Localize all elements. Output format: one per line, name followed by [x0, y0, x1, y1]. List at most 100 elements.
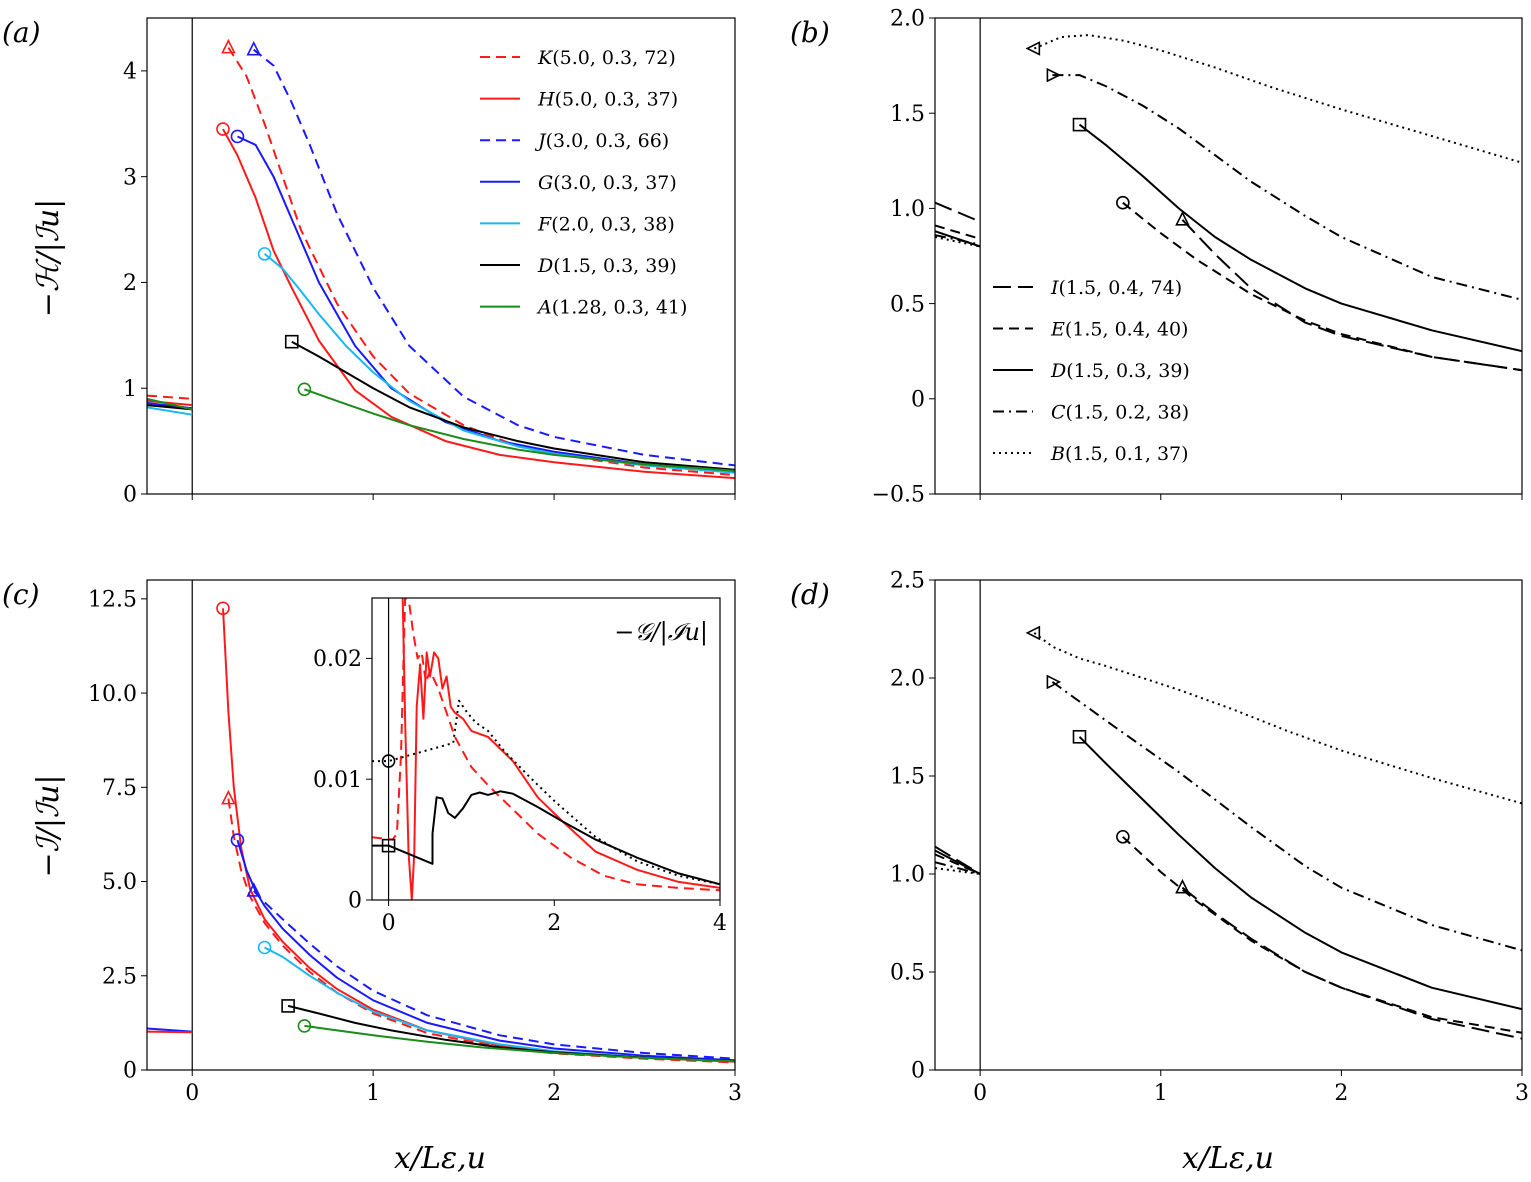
- y-axis-title-a: −ℋ/|ℐu|: [31, 199, 66, 318]
- panel-c-series-line-6: [304, 1024, 735, 1063]
- panel-b-series-line-1: [1122, 201, 1522, 372]
- panel-c-ytick-label-4: 10.0: [88, 682, 137, 707]
- panel-c-inset-ytick-label-2: 0.02: [313, 647, 362, 672]
- panel-c-inset-data: [372, 598, 720, 900]
- panel-d-ytick-label-2: 1.0: [890, 863, 925, 888]
- panel-c-ytick-label-2: 5.0: [102, 870, 137, 895]
- panel-c-xtick-label-3: 3: [728, 1081, 742, 1106]
- panel-c-inset-bg: [372, 598, 720, 900]
- panel-d-ytick-label-3: 1.5: [890, 765, 925, 790]
- panel-b-label: (b): [790, 16, 830, 49]
- panel-b-ytick-label-3: 1.0: [890, 197, 925, 222]
- panel-a-legend-label-4: F(2.0, 0.3, 38): [537, 213, 675, 235]
- panel-d-ytick-label-0: 0: [911, 1059, 925, 1084]
- panel-d-xtick-label-0: 0: [973, 1081, 987, 1106]
- panel-a-ytick-label-4: 4: [123, 60, 137, 85]
- panel-b-legend-label-1: E(1.5, 0.4, 40): [1050, 319, 1188, 341]
- panel-c-inset-xtick-label-1: 2: [547, 911, 561, 936]
- panel-d-xtick-label-1: 1: [1154, 1081, 1168, 1106]
- panel-c-inset: 0 0.01 0.02 0 2 4 −𝒢/|ℐu|: [313, 597, 727, 936]
- panel-a-ytick-label-0: 0: [123, 483, 137, 508]
- panel-a-ytick-label-3: 3: [123, 165, 137, 190]
- panel-a-legend-letter-4: F: [537, 213, 552, 235]
- panel-b-legend-letter-3: C: [1051, 402, 1066, 424]
- panel-d-series-line-0: [1181, 886, 1522, 1040]
- panel-b-series-marker-0: [1175, 211, 1190, 226]
- panel-a-series-line-7: [147, 394, 193, 400]
- panel-d-data: [935, 625, 1522, 1040]
- panel-d-series-marker-3: [1046, 674, 1062, 690]
- panel-c-series-marker-2: [230, 833, 245, 847]
- panel-a-series-line-12: [147, 397, 193, 411]
- panel-c-xtick-label-0: 0: [185, 1081, 199, 1106]
- panel-c-inset-series-marker-3: [381, 754, 396, 768]
- panel-a-data: [147, 38, 735, 480]
- panel-b-legend-label-3: C(1.5, 0.2, 38): [1051, 402, 1189, 424]
- panel-a-legend-params-2: (3.0, 0.3, 66): [546, 130, 670, 152]
- panel-a-legend-letter-6: A: [536, 297, 552, 319]
- panel-a-legend-letter-5: D: [537, 255, 553, 277]
- panel-a-series-line-5: [291, 340, 735, 471]
- panel-c-ytick-label-1: 2.5: [102, 964, 137, 989]
- panel-c-frame: [146, 579, 736, 1071]
- panel-b-ytick-label-5: 2.0: [890, 7, 925, 32]
- x-axis-title-c: x/Lε,u: [394, 1141, 486, 1176]
- panel-b-series-marker-1: [1116, 195, 1130, 210]
- panel-c-xtick-label-1: 1: [366, 1081, 380, 1106]
- panel-c-label: (c): [2, 578, 40, 611]
- panel-b-legend-params-0: (1.5, 0.4, 74): [1059, 277, 1183, 299]
- y-axis-title-c: −ℐ/|ℐu|: [31, 775, 66, 878]
- panel-b-legend-params-3: (1.5, 0.2, 38): [1066, 402, 1190, 424]
- panel-c-ytick-label-3: 7.5: [102, 776, 137, 801]
- panel-b-series-line-8: [935, 234, 981, 246]
- panel-c-inset-xtick-label-0: 0: [382, 911, 396, 936]
- panel-a-legend: K(5.0, 0.3, 72)H(5.0, 0.3, 37)J(3.0, 0.3…: [480, 47, 687, 319]
- panel-a-legend-label-1: H(5.0, 0.3, 37): [537, 89, 678, 111]
- panel-d-ytick-label-5: 2.5: [890, 569, 925, 594]
- panel-a-legend-letter-2: J: [534, 130, 547, 152]
- panel-a-legend-params-5: (1.5, 0.3, 39): [553, 255, 677, 277]
- panel-b-series-marker-2: [1072, 117, 1087, 132]
- panel-d-series-marker-1: [1116, 829, 1130, 844]
- panel-d-ytick-label-1: 0.5: [890, 961, 925, 986]
- panel-b-series-line-5: [935, 201, 981, 223]
- panel-d-series-line-3: [1051, 681, 1522, 952]
- panel-c-series-line-3: [252, 890, 735, 1060]
- panel-c-series-line-7: [147, 1027, 193, 1033]
- panel-a-legend-label-2: J(3.0, 0.3, 66): [534, 130, 669, 152]
- panel-c-series-line-4: [264, 946, 735, 1063]
- panel-d-xtick-label-3: 3: [1515, 1081, 1529, 1106]
- panel-d: 0 0.5 1.0 1.5 2.0 2.5 0 1 2 3 (d): [790, 569, 1529, 1106]
- panel-c-series-marker-4: [257, 940, 272, 955]
- panel-a-ytick-label-2: 2: [123, 271, 137, 296]
- panel-d-series-marker-0: [1175, 878, 1190, 894]
- panel-b: −0.500.51.01.52.0(b)I(1.5, 0.4, 74)E(1.5…: [790, 7, 1523, 508]
- panel-d-series-line-5: [935, 845, 981, 875]
- panel-d-series-marker-2: [1072, 729, 1087, 744]
- panel-d-label: (d): [790, 578, 830, 611]
- panel-c-series-marker-3: [246, 882, 262, 897]
- panel-a-series-marker-6: [297, 382, 312, 397]
- panel-b-series-line-2: [1078, 123, 1522, 353]
- panel-b-legend-label-4: B(1.5, 0.1, 37): [1050, 443, 1189, 465]
- panel-a-series-marker-0: [221, 38, 236, 54]
- panel-b-legend-label-2: D(1.5, 0.3, 39): [1050, 360, 1190, 382]
- panel-a-legend-label-5: D(1.5, 0.3, 39): [537, 255, 677, 277]
- panel-c-series-line-8: [147, 1030, 193, 1034]
- x-axis-title-d: x/Lε,u: [1182, 1141, 1274, 1176]
- panel-a-series-marker-4: [257, 247, 272, 261]
- panel-c-inset-ytick-label-0: 0: [348, 889, 362, 914]
- panel-d-series-line-9: [935, 867, 981, 875]
- panel-c-inset-series-line-3: [372, 699, 720, 886]
- panel-a-legend-letter-1: H: [537, 89, 555, 111]
- panel-b-frame: [934, 17, 1523, 495]
- panel-a-series-line-3: [237, 135, 735, 473]
- panel-a-legend-letter-0: K: [537, 47, 554, 69]
- panel-d-series-line-7: [935, 849, 981, 875]
- panel-a-series-line-6: [304, 388, 735, 472]
- panel-d-xtick-label-2: 2: [1334, 1081, 1348, 1106]
- panel-a-series-line-8: [147, 399, 193, 407]
- panel-c-inset-series-line-1: [372, 598, 720, 892]
